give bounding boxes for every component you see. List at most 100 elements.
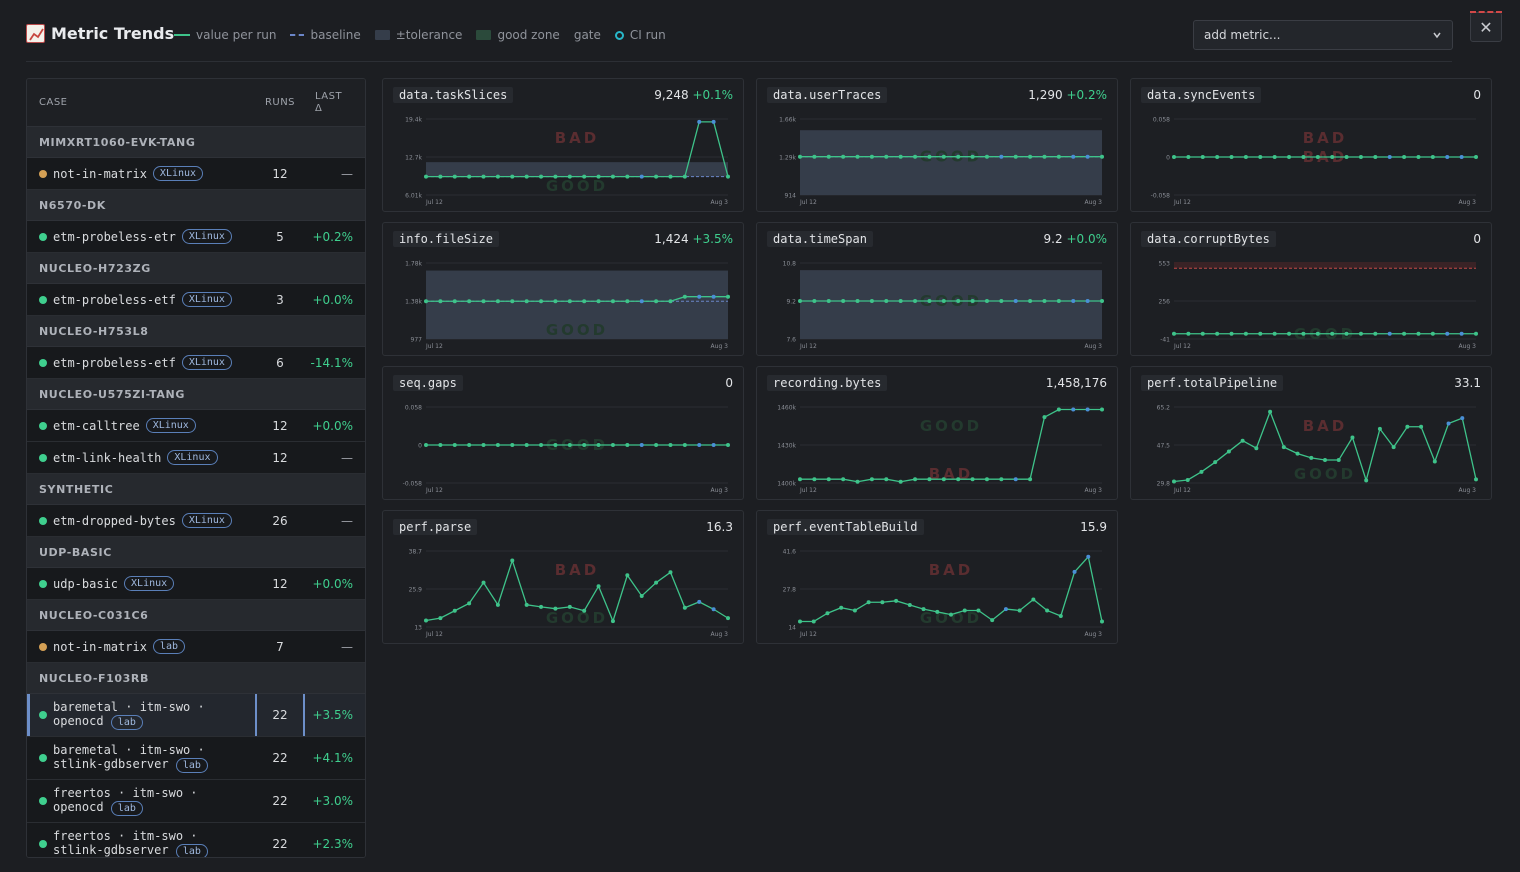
- data-point[interactable]: [1419, 424, 1424, 429]
- data-point[interactable]: [1377, 426, 1382, 431]
- data-point[interactable]: [880, 600, 885, 605]
- data-point[interactable]: [913, 299, 918, 303]
- data-point[interactable]: [941, 299, 946, 303]
- data-point[interactable]: [1258, 155, 1263, 159]
- data-point[interactable]: [812, 477, 817, 482]
- data-point[interactable]: [798, 154, 802, 159]
- col-runs[interactable]: RUNS: [264, 97, 296, 108]
- data-point[interactable]: [682, 605, 687, 610]
- data-point[interactable]: [1430, 331, 1435, 336]
- data-point[interactable]: [1323, 458, 1327, 463]
- data-point[interactable]: [610, 443, 615, 447]
- data-point[interactable]: [452, 608, 457, 613]
- data-point[interactable]: [452, 174, 457, 179]
- data-point[interactable]: [798, 477, 802, 482]
- data-point[interactable]: [1358, 331, 1363, 336]
- data-point[interactable]: [1215, 331, 1220, 336]
- data-point[interactable]: [941, 154, 946, 159]
- data-point[interactable]: [481, 174, 486, 179]
- data-point[interactable]: [539, 299, 544, 304]
- data-point[interactable]: [726, 174, 730, 179]
- case-group-header[interactable]: SYNTHETIC: [27, 474, 365, 505]
- case-row[interactable]: not-in-matrix XLinux 12 —: [27, 158, 365, 190]
- case-group-header[interactable]: NUCLEO-F103RB: [27, 663, 365, 694]
- data-point[interactable]: [553, 443, 558, 447]
- case-row[interactable]: etm-probeless-etf XLinux 3 +0.0%: [27, 284, 365, 316]
- data-point[interactable]: [467, 174, 472, 179]
- data-point[interactable]: [913, 477, 918, 482]
- data-point[interactable]: [1172, 155, 1176, 159]
- data-point[interactable]: [697, 119, 702, 124]
- data-point[interactable]: [1045, 608, 1050, 613]
- data-point[interactable]: [495, 174, 500, 179]
- data-point[interactable]: [668, 299, 673, 304]
- data-point[interactable]: [812, 154, 817, 159]
- data-point[interactable]: [941, 477, 946, 482]
- data-point[interactable]: [697, 443, 702, 447]
- data-point[interactable]: [424, 443, 428, 447]
- data-point[interactable]: [1295, 451, 1300, 456]
- data-point[interactable]: [1226, 449, 1231, 454]
- data-point[interactable]: [898, 299, 903, 303]
- data-point[interactable]: [481, 580, 486, 585]
- data-point[interactable]: [1072, 569, 1077, 574]
- data-point[interactable]: [1460, 416, 1465, 421]
- data-point[interactable]: [927, 299, 932, 303]
- case-row[interactable]: not-in-matrix lab 7 —: [27, 631, 365, 663]
- data-point[interactable]: [697, 294, 702, 299]
- data-point[interactable]: [1243, 155, 1248, 159]
- data-point[interactable]: [811, 619, 816, 624]
- case-row[interactable]: etm-dropped-bytes XLinux 26 —: [27, 505, 365, 537]
- data-point[interactable]: [1100, 154, 1104, 159]
- data-point[interactable]: [1243, 331, 1248, 336]
- data-point[interactable]: [949, 612, 953, 617]
- case-group-header[interactable]: MIMXRT1060-EVK-TANG: [27, 127, 365, 158]
- data-point[interactable]: [524, 299, 529, 304]
- data-point[interactable]: [1186, 331, 1191, 336]
- data-point[interactable]: [1373, 155, 1378, 159]
- data-point[interactable]: [841, 477, 846, 482]
- data-point[interactable]: [825, 611, 830, 616]
- data-point[interactable]: [935, 609, 940, 614]
- col-last-delta[interactable]: LAST Δ: [305, 91, 365, 115]
- data-point[interactable]: [1028, 299, 1033, 303]
- data-point[interactable]: [567, 299, 572, 304]
- data-point[interactable]: [1416, 155, 1421, 159]
- metric-card[interactable]: data.timeSpan 9.2 +0.0% 10.8 9.2 7.6 GOOD Jul …: [756, 222, 1118, 356]
- data-point[interactable]: [495, 299, 500, 304]
- close-button[interactable]: ✕: [1470, 11, 1502, 42]
- data-point[interactable]: [682, 294, 687, 299]
- data-point[interactable]: [869, 154, 874, 159]
- data-point[interactable]: [1200, 331, 1205, 336]
- data-point[interactable]: [1028, 477, 1033, 482]
- data-point[interactable]: [711, 443, 716, 447]
- data-point[interactable]: [625, 573, 630, 578]
- data-point[interactable]: [682, 443, 687, 447]
- metric-card[interactable]: info.fileSize 1,424 +3.5% 1.78k 1.38k 977 GOO…: [382, 222, 744, 356]
- data-point[interactable]: [424, 299, 428, 304]
- metric-card[interactable]: perf.totalPipeline 33.1 65.2 47.5 29.8 BAD GOO…: [1130, 366, 1492, 500]
- data-point[interactable]: [539, 443, 544, 447]
- data-point[interactable]: [596, 584, 601, 589]
- metric-card[interactable]: data.taskSlices 9,248 +0.1% 19.4k 12.7k 6.01…: [382, 78, 744, 212]
- data-point[interactable]: [711, 294, 716, 299]
- data-point[interactable]: [1364, 478, 1369, 483]
- data-point[interactable]: [1172, 331, 1176, 336]
- data-point[interactable]: [1229, 331, 1234, 336]
- data-point[interactable]: [1315, 155, 1320, 159]
- data-point[interactable]: [668, 174, 673, 179]
- data-point[interactable]: [582, 443, 587, 447]
- data-point[interactable]: [596, 174, 601, 179]
- case-group-header[interactable]: NUCLEO-H723ZG: [27, 253, 365, 284]
- data-point[interactable]: [990, 618, 995, 623]
- case-group-header[interactable]: NUCLEO-U575ZI-TANG: [27, 379, 365, 410]
- data-point[interactable]: [639, 593, 644, 598]
- data-point[interactable]: [1445, 331, 1450, 336]
- data-point[interactable]: [654, 580, 659, 585]
- data-point[interactable]: [438, 443, 443, 447]
- data-point[interactable]: [495, 602, 500, 607]
- data-point[interactable]: [1459, 331, 1464, 336]
- data-point[interactable]: [1013, 299, 1018, 303]
- data-point[interactable]: [970, 154, 975, 159]
- data-point[interactable]: [1056, 299, 1061, 303]
